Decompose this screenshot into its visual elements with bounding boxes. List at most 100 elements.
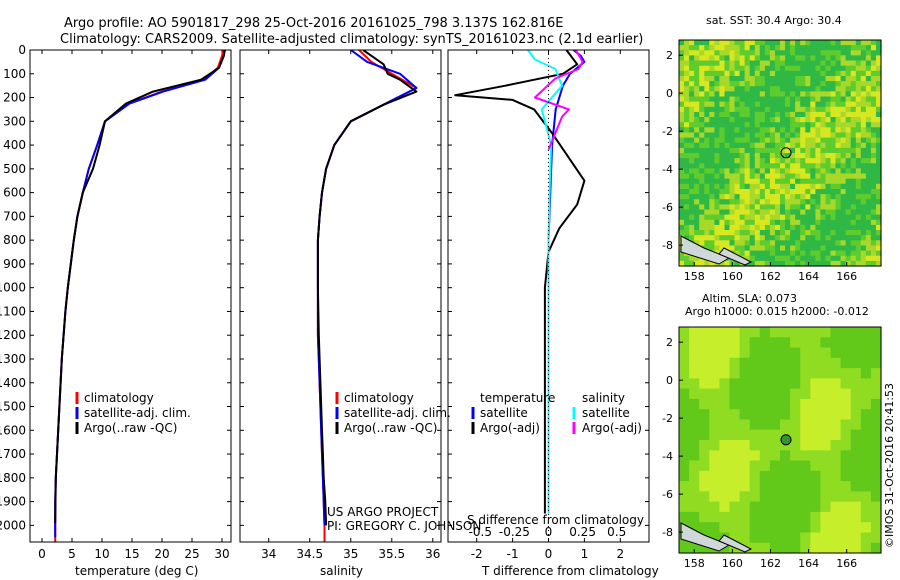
map-cell [679,214,685,221]
map-cell [729,96,736,103]
map-cell [855,245,862,252]
map-cell [835,45,842,51]
map-cell [689,60,695,67]
map-cell [739,65,746,72]
map-cell [815,70,821,77]
map-cell [876,40,882,46]
map-cell [749,91,756,98]
map-cell [689,378,700,390]
map-cell [800,199,806,205]
map-cell [775,230,781,236]
map-cell [790,199,796,205]
map-cell [739,142,746,149]
map-cell [860,409,872,421]
map-cell [790,450,801,462]
map-cell [769,153,776,159]
map-cell [845,142,852,149]
map-cell [865,96,872,103]
map-cell [694,127,700,133]
map-cell [689,183,695,190]
map-cell [810,255,816,262]
map-cell [835,65,842,72]
map-cell [729,209,736,216]
map-cell [845,147,852,154]
map-cell [679,91,685,98]
map-cell [785,142,791,149]
map-cell [719,204,725,211]
map-cell [840,398,852,410]
map-cell [825,183,832,190]
map-cell [810,245,816,252]
map-cell [870,91,877,98]
map-cell [870,255,877,262]
map-cell [800,91,806,98]
map-cell [729,224,736,231]
map-cell [775,101,781,108]
map-cell [835,194,842,200]
map-cell [825,101,832,108]
map-cell [865,158,872,164]
map-cell [714,50,720,56]
map-cell [719,501,731,513]
map-cell [769,173,776,180]
map-cell [845,91,852,98]
map-cell [709,194,715,200]
map-cell [850,204,857,211]
map-cell [764,122,771,128]
map-cell [709,81,715,87]
map-cell [830,240,837,246]
map-cell [800,255,806,262]
map-cell [729,76,736,82]
map-cell [699,327,710,338]
map-cell [724,240,731,246]
map-cell [830,429,842,441]
map-cell [714,127,720,133]
map-cell [800,106,806,113]
map-cell [820,189,826,195]
map-cell [840,111,847,118]
map-cell [679,106,685,113]
map-cell [689,76,695,82]
map-cell [780,440,791,451]
map-cell [694,50,700,56]
map-cell [825,137,832,144]
map-cell [810,60,816,67]
map-cell [749,45,756,51]
map-cell [865,101,872,108]
map-cell [835,209,842,216]
legend-argo-label: Argo(..raw -QC) [344,421,437,435]
map-cell [840,137,847,144]
map-cell [754,153,761,159]
map-cell [855,40,862,46]
map-cell [719,40,725,46]
map-cell [724,199,731,205]
map-cell [744,101,751,108]
map-cell [749,55,756,62]
map-cell [764,50,771,56]
map-cell [769,60,776,67]
map-cell [825,214,832,221]
map-cell [709,45,715,51]
map-cell [714,224,720,231]
map-cell [699,481,710,492]
map-cell [759,163,766,169]
map-cell [805,209,811,216]
map-cell [830,158,837,164]
map-cell [800,86,806,92]
map-cell [684,147,690,154]
map-cell [754,235,761,241]
map-cell [699,178,705,185]
map-cell [800,230,806,236]
map-cell [724,96,731,103]
map-cell [684,194,690,200]
map-cell [835,153,842,159]
map-cell [800,76,806,82]
map-cell [699,173,705,180]
map-cell [704,153,710,159]
map-cell [870,45,877,51]
map-cell [870,168,877,175]
map-cell [739,240,746,246]
map-cell [830,255,837,262]
map-cell [840,219,847,226]
map-cell [790,522,801,534]
